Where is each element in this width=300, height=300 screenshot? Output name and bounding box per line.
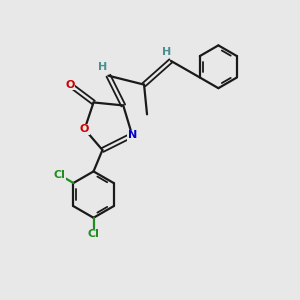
- Text: Cl: Cl: [53, 170, 65, 180]
- Text: Cl: Cl: [88, 229, 100, 239]
- Text: O: O: [65, 80, 74, 90]
- Text: H: H: [98, 62, 107, 72]
- Text: N: N: [128, 130, 137, 140]
- Text: O: O: [80, 124, 89, 134]
- Text: H: H: [162, 47, 171, 57]
